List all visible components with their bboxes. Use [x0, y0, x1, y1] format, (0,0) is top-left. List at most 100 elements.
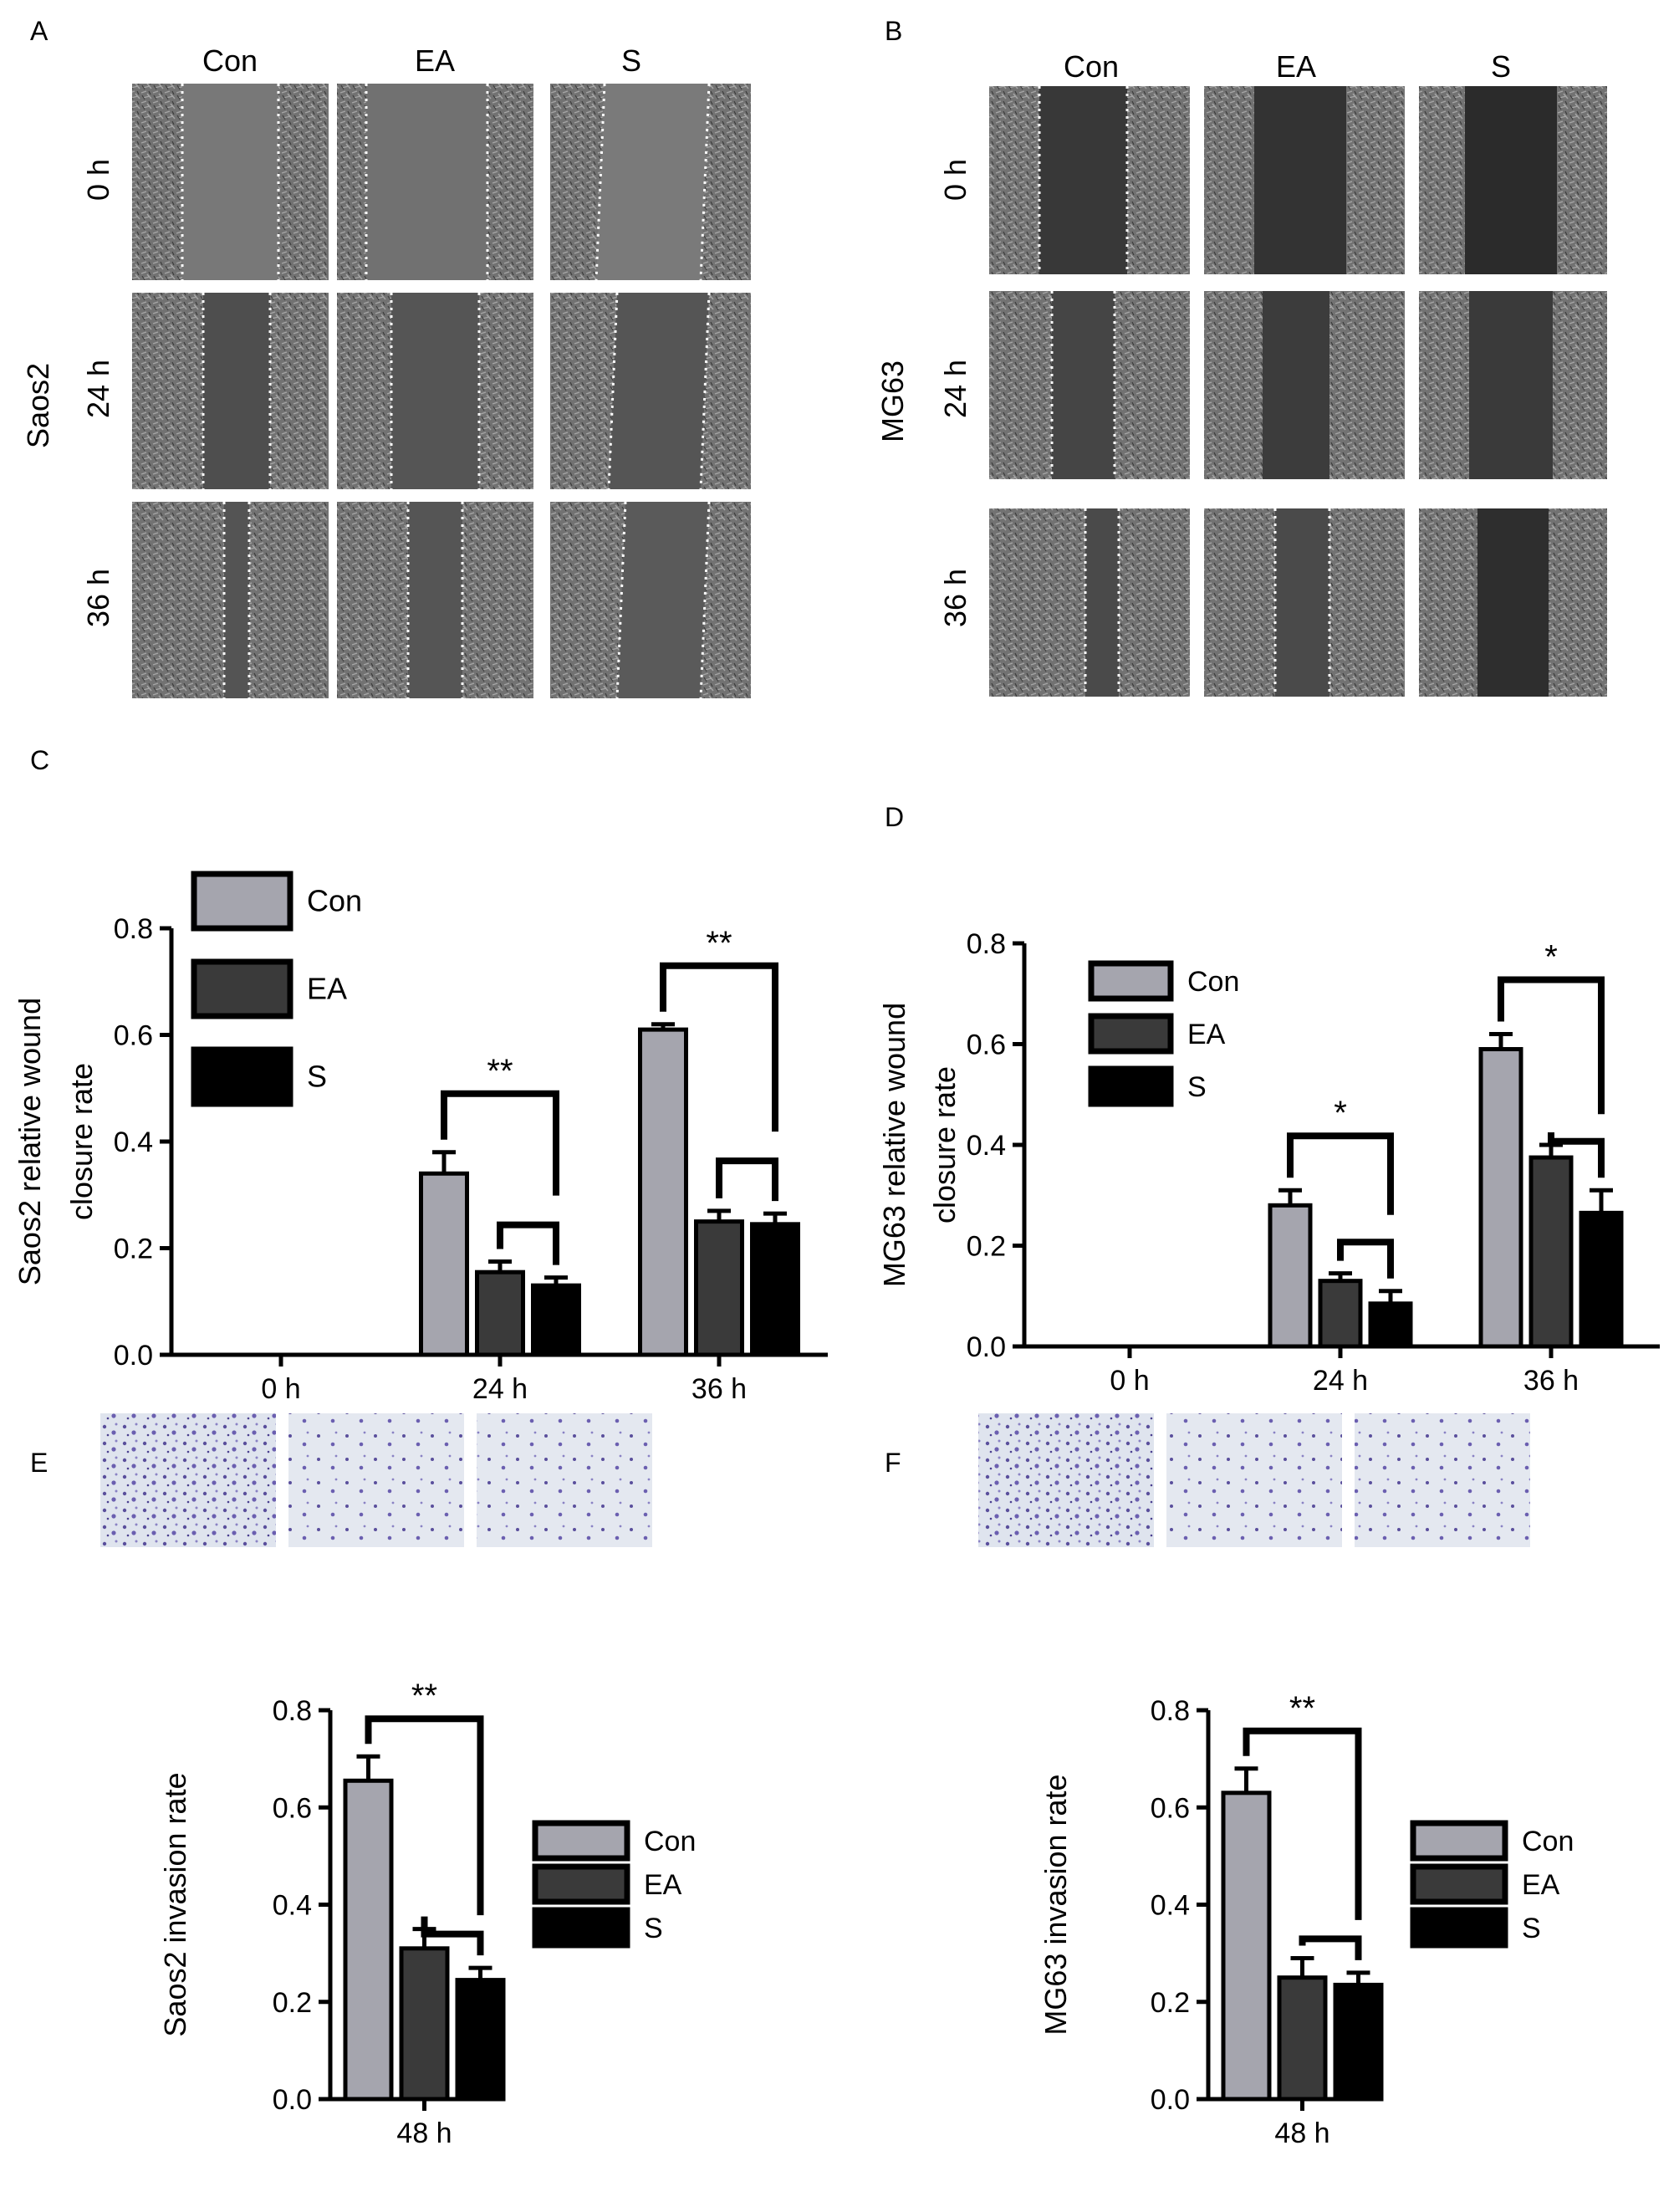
- column-label: S: [621, 43, 641, 78]
- significance-label: **: [411, 1678, 437, 1714]
- y-tick-label: 0.8: [967, 928, 1006, 960]
- row-label: 24 h: [81, 360, 115, 418]
- micrograph-con: [978, 1413, 1154, 1547]
- y-tick-label: 0.0: [967, 1331, 1006, 1363]
- significance-bracket: [421, 1916, 484, 1956]
- panel-letter-a: A: [30, 16, 48, 46]
- y-axis-label: closure rate: [927, 1066, 962, 1223]
- micrograph-0h-con: [132, 84, 329, 280]
- x-tick-label: 24 h: [472, 1373, 528, 1405]
- y-axis-label: MG63 relative wound: [877, 1003, 911, 1287]
- y-tick-label: 0.8: [273, 1695, 312, 1727]
- bar-s-24h: [1368, 1301, 1413, 1349]
- chart-saos2-invasion: 0.0 0.2 0.4 0.6 0.8 Saos2 invasion rate 48 h **…: [158, 1678, 696, 2149]
- legend-swatch: [191, 871, 293, 932]
- micrograph-0h-s: [550, 83, 751, 281]
- significance-label: *: [1334, 1095, 1347, 1132]
- y-axis-label: MG63 invasion rate: [1039, 1774, 1073, 2035]
- panel-letter-c: C: [30, 745, 49, 775]
- micrograph-s: [1355, 1413, 1530, 1547]
- micrograph-0h-ea: [1204, 86, 1405, 274]
- bar-con-48h: [343, 1778, 394, 2102]
- micrograph-24h-s: [1419, 291, 1607, 479]
- x-tick-label: 48 h: [396, 2117, 452, 2149]
- chart-mg63-wound-closure: 0.0 0.2 0.4 0.6 0.8 MG63 relative wound closur…: [877, 928, 1660, 1397]
- y-tick-label: 0.4: [114, 1126, 153, 1158]
- bar-ea-48h: [399, 1946, 450, 2102]
- column-label: S: [1491, 49, 1511, 84]
- significance-bracket: [365, 1715, 484, 1916]
- micrograph-36h-ea: [1204, 508, 1405, 697]
- y-tick-label: 0.4: [967, 1130, 1006, 1162]
- legend-label: EA: [307, 972, 347, 1006]
- bar-con-24h: [1268, 1203, 1313, 1349]
- legend-label: EA: [1522, 1869, 1560, 1901]
- significance-bracket: [441, 1090, 559, 1196]
- legend-label: Con: [307, 884, 362, 918]
- legend-label: EA: [644, 1869, 682, 1901]
- significance-bracket: [497, 1221, 559, 1265]
- x-tick-label: 36 h: [692, 1373, 747, 1405]
- row-label: 0 h: [938, 159, 972, 201]
- panel-letter-d: D: [885, 802, 904, 832]
- bar-ea-24h: [1318, 1279, 1363, 1349]
- legend-label: EA: [1187, 1019, 1226, 1050]
- y-tick-label: 0.2: [273, 1987, 312, 2019]
- legend-swatch: [1088, 1013, 1174, 1055]
- cell-line-label: Saos2: [21, 363, 55, 448]
- legend-swatch: [1088, 960, 1174, 1002]
- micrograph-36h-con: [132, 502, 329, 698]
- bar-s-48h: [1333, 1982, 1384, 2102]
- significance-bracket: [660, 962, 778, 1132]
- y-tick-label: 0.6: [114, 1020, 153, 1052]
- legend-swatch: [1410, 1907, 1508, 1949]
- column-label: Con: [1064, 49, 1119, 84]
- bar-s-36h: [750, 1222, 800, 1357]
- significance-bracket: [1287, 1132, 1394, 1215]
- bar-con-24h: [419, 1171, 469, 1357]
- y-tick-label: 0.8: [114, 913, 153, 945]
- row-label: 36 h: [938, 569, 972, 627]
- chart-saos2-wound-closure: 0.0 0.2 0.4 0.6 0.8 Saos2 relative wound closu…: [13, 871, 828, 1405]
- y-tick-label: 0.6: [273, 1792, 312, 1824]
- micrograph-24h-con: [132, 293, 329, 489]
- legend-label: S: [1522, 1913, 1541, 1944]
- bar-s-24h: [531, 1283, 581, 1357]
- significance-bracket: [716, 1157, 778, 1202]
- y-axis-label: Saos2 invasion rate: [158, 1772, 192, 2036]
- y-tick-label: 0.0: [114, 1340, 153, 1372]
- legend-label: Con: [644, 1826, 696, 1857]
- legend-swatch: [191, 958, 293, 1019]
- micrograph-24h-s: [550, 292, 751, 490]
- invasion-micrographs-saos2: [100, 1413, 652, 1547]
- cell-line-label: MG63: [875, 360, 910, 442]
- micrograph-24h-con: [989, 291, 1190, 479]
- legend-label: S: [307, 1060, 327, 1094]
- bar-s-48h: [455, 1978, 506, 2102]
- micrograph-0h-con: [989, 86, 1190, 274]
- y-tick-label: 0.0: [1151, 2084, 1190, 2116]
- legend-label: Con: [1187, 966, 1239, 998]
- y-tick-label: 0.6: [967, 1029, 1006, 1061]
- x-tick-label: 48 h: [1274, 2117, 1329, 2149]
- micrograph-24h-ea: [1204, 291, 1405, 479]
- micrograph-s: [477, 1413, 652, 1547]
- row-label: 24 h: [938, 360, 972, 418]
- micrograph-36h-ea: [337, 502, 533, 698]
- panel-letter-b: B: [885, 16, 902, 46]
- y-tick-label: 0.4: [1151, 1890, 1190, 1922]
- panel-letter-e: E: [30, 1448, 48, 1478]
- y-axis-label: closure rate: [64, 1063, 99, 1220]
- y-tick-label: 0.0: [273, 2084, 312, 2116]
- bar-ea-24h: [475, 1269, 525, 1357]
- x-tick-label: 24 h: [1313, 1365, 1368, 1397]
- wound-grid-saos2: Con EA S Saos2 0 h 24 h 36 h: [21, 43, 751, 699]
- micrograph-ea: [1166, 1413, 1342, 1547]
- wound-grid-mg63: Con EA S MG63 0 h 24 h 36 h: [875, 49, 1607, 697]
- row-label: 0 h: [81, 159, 115, 201]
- bar-s-36h: [1579, 1210, 1624, 1349]
- micrograph-36h-s: [1419, 508, 1607, 697]
- panel-letter-f: F: [885, 1448, 901, 1478]
- legend-label: S: [644, 1913, 663, 1944]
